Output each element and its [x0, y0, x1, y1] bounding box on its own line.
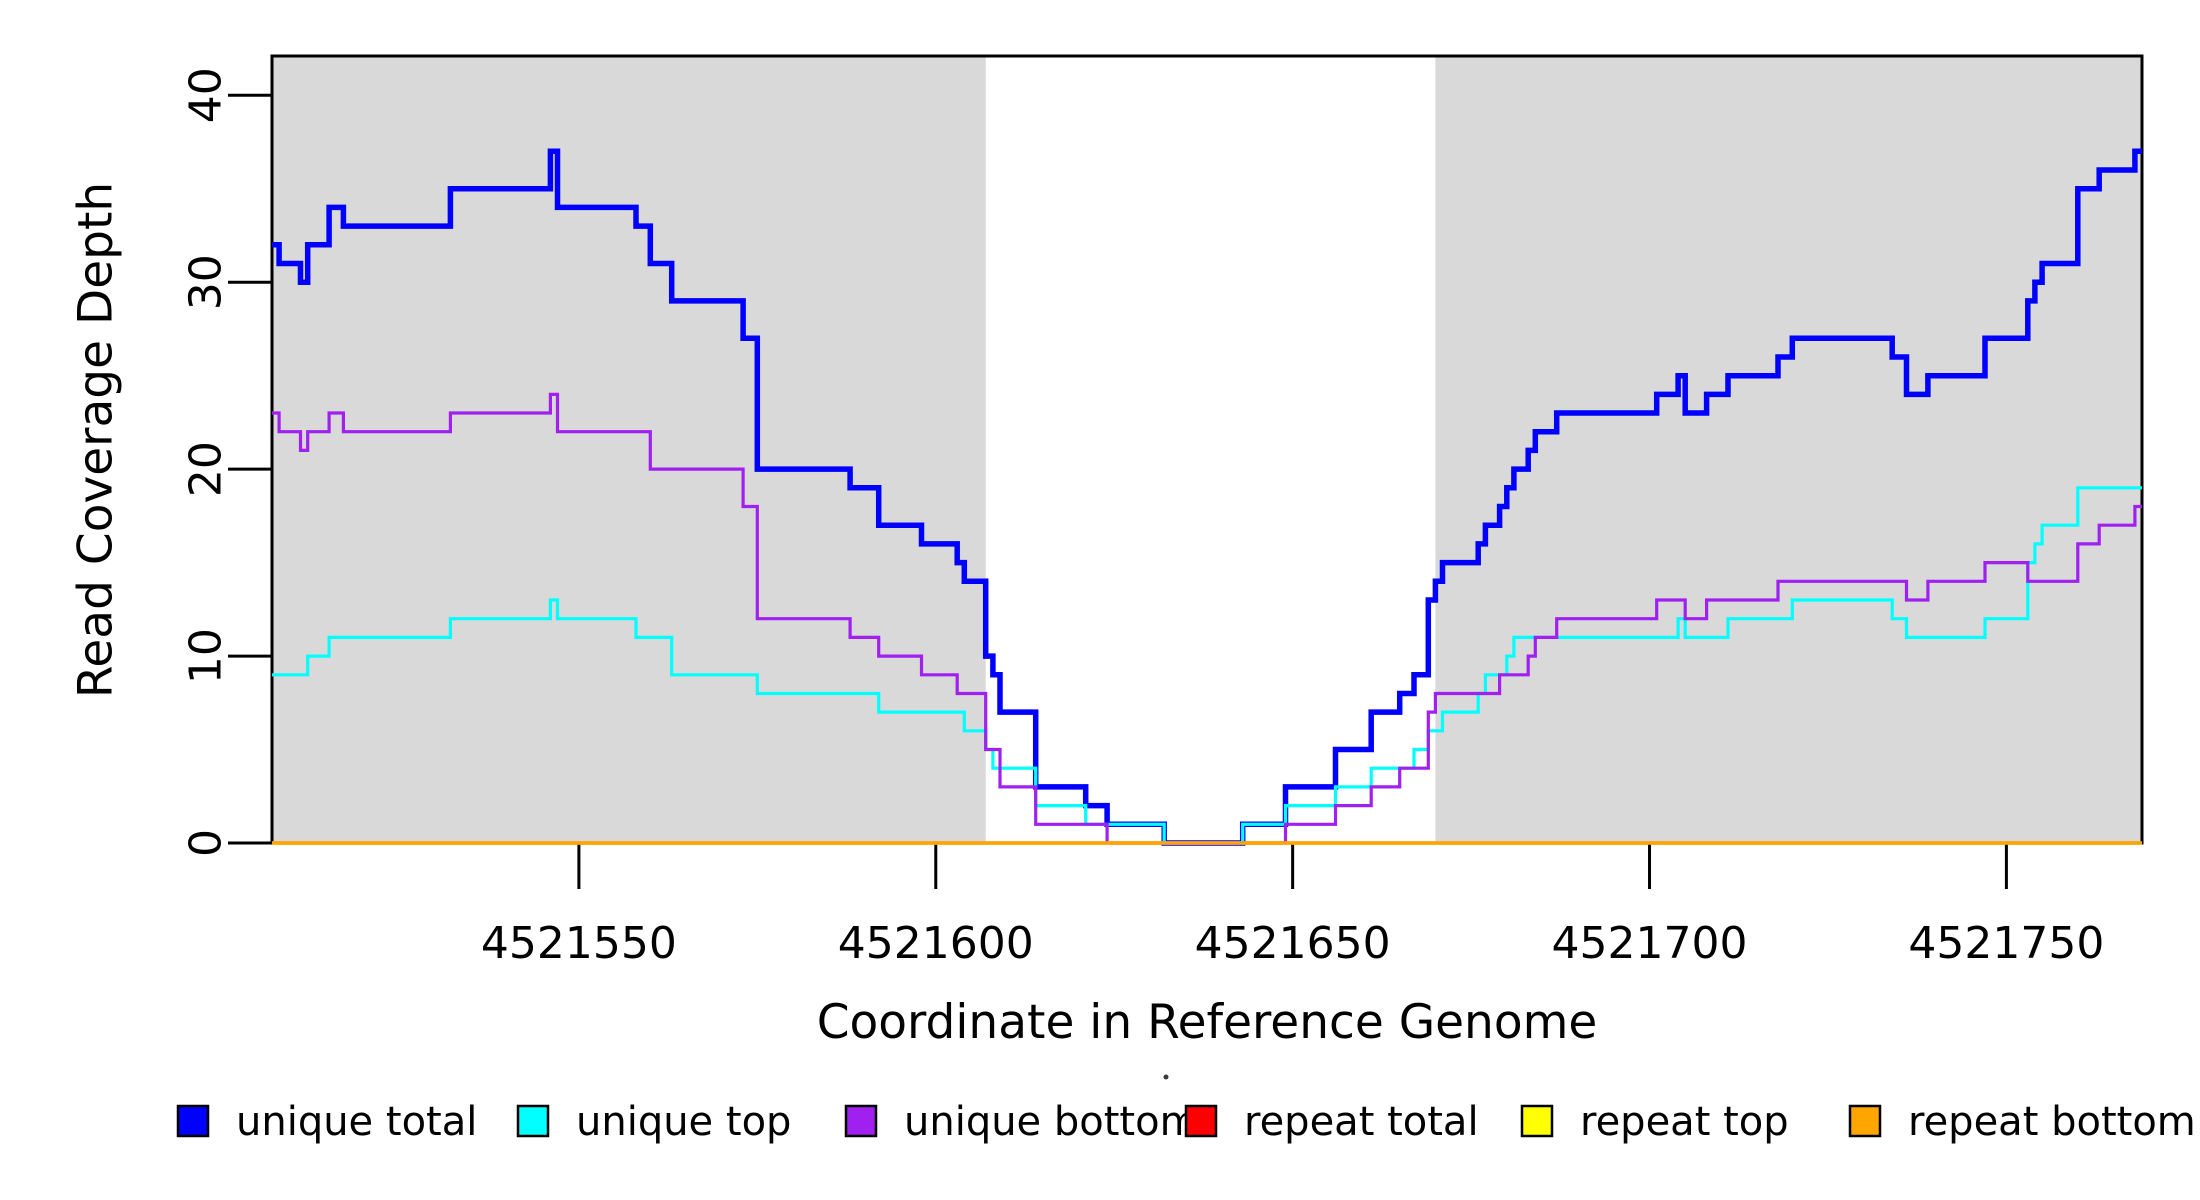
- y-axis-title: Read Coverage Depth: [68, 182, 123, 698]
- series-layer: [272, 148, 2142, 846]
- legend-item-unique-total: unique total: [176, 1099, 477, 1145]
- legend-label: repeat total: [1244, 1099, 1479, 1145]
- x-tick-label: 4521750: [1908, 918, 2104, 969]
- y-tick-label: 30: [180, 254, 231, 310]
- x-axis-title: Coordinate in Reference Genome: [817, 995, 1598, 1050]
- legend-item-unique-top: unique top: [516, 1099, 791, 1145]
- axes-layer: 4521550 4521600 4521650 4521700 4521750 0 10 20…: [180, 67, 2104, 969]
- series-unique-total-line: [272, 148, 2142, 846]
- gray-band: [1435, 56, 2142, 843]
- y-tick-label: 20: [180, 441, 231, 497]
- series-unique-bottom-line: [272, 392, 2142, 845]
- legend-item-repeat-total: repeat total: [1184, 1099, 1479, 1145]
- legend-label: unique top: [576, 1099, 791, 1145]
- x-tick-label: 4521700: [1552, 918, 1748, 969]
- legend-swatch-unique-bottom: [844, 1104, 878, 1138]
- legend-label: repeat top: [1580, 1099, 1789, 1145]
- legend-swatch-repeat-bottom: [1848, 1104, 1882, 1138]
- y-tick-label: 0: [180, 829, 231, 857]
- legend-item-repeat-top: repeat top: [1520, 1099, 1789, 1145]
- legend-swatch-unique-total: [176, 1104, 210, 1138]
- legend-swatch-unique-top: [516, 1104, 550, 1138]
- stray-dot-artifact: [1163, 1074, 1169, 1080]
- gray-band: [272, 56, 986, 843]
- legend-item-unique-bottom: unique bottom: [844, 1099, 1199, 1145]
- legend-swatch-repeat-total: [1184, 1104, 1218, 1138]
- x-tick-label: 4521550: [481, 918, 677, 969]
- y-tick-label: 10: [180, 628, 231, 684]
- x-tick-label: 4521600: [838, 918, 1034, 969]
- legend-label: unique bottom: [904, 1099, 1199, 1145]
- legend-swatch-repeat-top: [1520, 1104, 1554, 1138]
- legend-label: repeat bottom: [1908, 1099, 2196, 1145]
- x-tick-label: 4521650: [1195, 918, 1391, 969]
- y-tick-label: 40: [180, 67, 231, 123]
- legend-item-repeat-bottom: repeat bottom: [1848, 1099, 2196, 1145]
- legend: unique total unique top unique bottom repea…: [176, 1099, 2196, 1145]
- shaded-bands-layer: [272, 56, 2142, 843]
- legend-label: unique total: [236, 1099, 477, 1145]
- series-unique-top-line: [272, 486, 2142, 845]
